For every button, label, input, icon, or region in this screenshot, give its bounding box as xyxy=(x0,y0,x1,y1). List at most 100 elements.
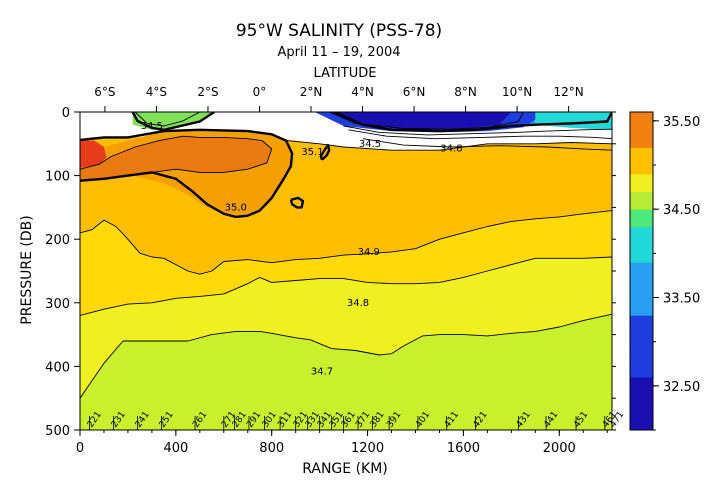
salinity-region-2 xyxy=(80,210,612,316)
colorbar-swatch xyxy=(630,412,653,422)
contour-line-3 xyxy=(80,135,273,173)
colorbar-swatch xyxy=(630,218,653,228)
salinity-region-0 xyxy=(80,314,612,430)
colorbar-swatch xyxy=(630,156,653,166)
colorbar-swatch xyxy=(630,226,653,237)
top-tick-label-1: 4°S xyxy=(146,85,167,99)
contour-label-7: 34.5 xyxy=(359,139,381,150)
salinity-region-5 xyxy=(80,136,272,181)
y-tick-label-2: 200 xyxy=(45,233,70,248)
contour-line-11 xyxy=(348,129,612,140)
top-tick-label-4: 2°N xyxy=(300,85,323,99)
top-tick-label-6: 6°N xyxy=(403,85,426,99)
contour-label-5: 35.1 xyxy=(301,147,323,158)
colorbar-swatch xyxy=(630,394,653,404)
colorbar-swatch xyxy=(630,359,653,369)
y-axis-label: PRESSURE (DB) xyxy=(19,215,35,324)
colorbar-swatch xyxy=(630,235,653,245)
colorbar-swatch xyxy=(630,262,653,272)
x-tick-label-1: 400 xyxy=(163,441,188,456)
colorbar-swatch xyxy=(630,147,653,157)
chart-title: 95°W SALINITY (PSS-78) xyxy=(236,21,442,41)
contour-line-4 xyxy=(80,210,612,275)
contour-label-6: 34.5 xyxy=(141,121,163,132)
x-tick-label-3: 1200 xyxy=(351,441,384,456)
colorbar-swatch xyxy=(630,403,653,413)
salinity-region-6 xyxy=(80,140,107,168)
contour-line-6 xyxy=(80,313,612,399)
top-tick-label-3: 0° xyxy=(253,85,267,99)
colorbar-swatch xyxy=(630,244,653,254)
contour-line-10 xyxy=(343,125,612,136)
chart-subtitle: April 11 – 19, 2004 xyxy=(277,45,400,60)
colorbar-swatch xyxy=(630,182,653,192)
colorbar-frame xyxy=(629,111,654,431)
top-tick-label-8: 10°N xyxy=(502,85,532,99)
colorbar-swatch xyxy=(630,350,653,360)
contour-line-8 xyxy=(333,112,612,133)
plot-fill-layer: 34.9 34.8 34.8 34.7 35.0 35.1 34.5 34.5 xyxy=(80,112,612,430)
top-tick-label-5: 4°N xyxy=(351,85,374,99)
colorbar-swatch xyxy=(630,138,653,148)
top-tick-label-9: 12°N xyxy=(554,85,584,99)
colorbar-tick-label-3: 32.50 xyxy=(663,380,700,395)
colorbar-swatch xyxy=(630,332,653,343)
colorbar-swatch xyxy=(630,377,653,387)
colorbar-swatch xyxy=(630,315,653,325)
colorbar-tick-label-2: 33.50 xyxy=(663,292,700,307)
salinity-region-7 xyxy=(132,112,215,130)
x-tick-label-5: 2000 xyxy=(543,441,576,456)
salinity-region-1 xyxy=(80,257,612,399)
x-axis-label: RANGE (KM) xyxy=(302,461,388,477)
top-axis-label: LATITUDE xyxy=(314,66,377,81)
salinity-region-8 xyxy=(535,112,612,130)
colorbar-swatch xyxy=(630,279,653,290)
colorbar-swatch xyxy=(630,368,653,378)
contour-line-0 xyxy=(80,128,294,219)
contour-line-1 xyxy=(289,196,305,209)
contour-line-7 xyxy=(286,140,612,151)
contour-line-13 xyxy=(131,112,215,132)
contour-line-14 xyxy=(134,112,201,127)
contour-label-4: 35.0 xyxy=(225,203,247,214)
colorbar-swatch xyxy=(630,253,653,263)
contour-label-1: 34.8 xyxy=(347,298,369,309)
colorbar-swatch xyxy=(630,112,653,122)
contour-label-2: 34.8 xyxy=(440,143,462,154)
contour-line-9 xyxy=(329,112,524,130)
top-tick-label-7: 8°N xyxy=(454,85,477,99)
colorbar-swatch xyxy=(630,209,653,219)
colorbar-swatch xyxy=(630,306,653,316)
x-tick-label-2: 800 xyxy=(259,441,284,456)
contour-label-0: 34.9 xyxy=(358,247,380,258)
colorbar-swatch xyxy=(630,271,653,281)
y-tick-label-4: 400 xyxy=(45,360,70,375)
colorbar-swatch xyxy=(630,288,653,298)
y-tick-label-0: 0 xyxy=(62,106,70,121)
y-tick-label-3: 300 xyxy=(45,297,70,312)
y-tick-label-1: 100 xyxy=(45,170,70,185)
x-tick-label-0: 0 xyxy=(76,441,84,456)
x-tick-label-4: 1600 xyxy=(447,441,480,456)
colorbar-swatch xyxy=(630,421,653,431)
y-tick-label-5: 500 xyxy=(45,424,70,439)
colorbar-swatch xyxy=(630,129,653,139)
colorbar-swatch xyxy=(630,324,653,334)
colorbar-swatch xyxy=(630,297,653,307)
colorbar-tick-label-1: 34.50 xyxy=(663,203,700,218)
colorbar-swatch xyxy=(630,341,653,351)
colorbar: 35.50 34.50 33.50 32.50 xyxy=(629,111,700,431)
colorbar-swatch xyxy=(630,200,653,210)
colorbar-tick-label-0: 35.50 xyxy=(663,115,700,130)
colorbar-swatch xyxy=(630,165,653,175)
top-tick-label-2: 2°S xyxy=(197,85,218,99)
colorbar-swatch xyxy=(630,173,653,184)
colorbar-swatch xyxy=(630,385,653,396)
colorbar-swatch xyxy=(630,120,653,131)
contour-line-5 xyxy=(80,256,612,316)
contour-line-12 xyxy=(362,138,612,151)
top-tick-label-0: 6°S xyxy=(94,85,115,99)
colorbar-swatch xyxy=(630,191,653,201)
